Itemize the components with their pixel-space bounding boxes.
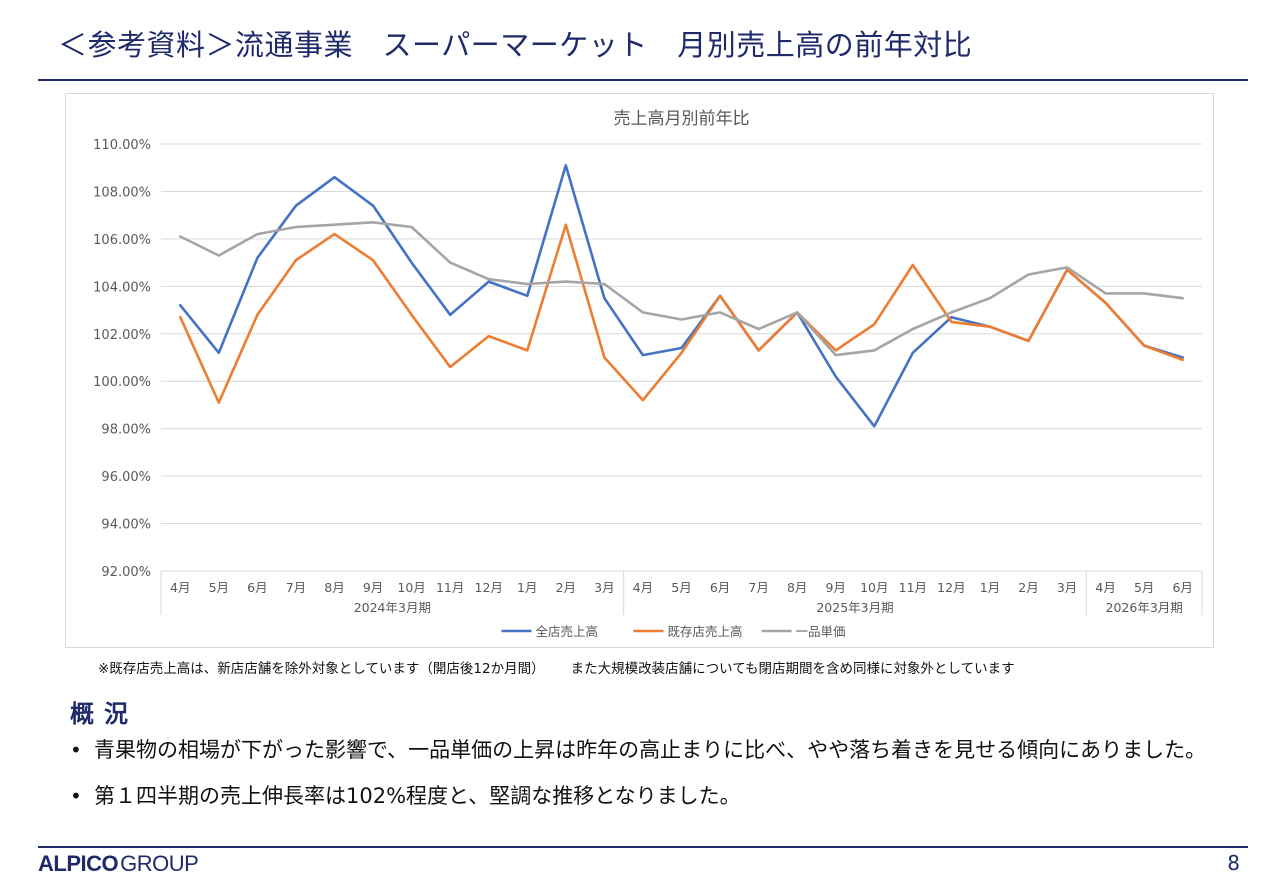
x-tick-label: 8月: [324, 580, 344, 595]
x-tick-label: 11月: [899, 580, 927, 595]
group-label: 2024年3月期: [354, 600, 431, 615]
title-divider: [38, 79, 1248, 81]
line-chart: 売上高月別前年比 110.00% 108.00% 106.00% 104.00% 102.…: [93, 109, 1203, 639]
series-line: [179, 221, 1184, 357]
group-label: 2025年3月期: [816, 600, 893, 615]
x-tick-label: 6月: [1172, 580, 1192, 595]
footnote-text: また大規模改装店舗についても閉店期間を含め同様に対象外としています: [570, 661, 1015, 677]
x-tick-label: 11月: [436, 580, 464, 595]
legend-label: 既存店売上高: [668, 624, 743, 639]
series-line: [179, 164, 1184, 428]
footer-divider: [38, 846, 1248, 848]
company-logo: ALPICOGROUP: [38, 851, 199, 877]
y-tick-label: 92.00%: [101, 565, 151, 580]
series-line: [179, 223, 1184, 404]
chart-container: 売上高月別前年比 110.00% 108.00% 106.00% 104.00% 102.…: [65, 93, 1214, 648]
x-tick-label: 5月: [1134, 580, 1154, 595]
y-tick-label: 96.00%: [101, 470, 151, 485]
x-tick-label: 9月: [825, 580, 845, 595]
list-item: 青果物の相場が下がった影響で、一品単価の上昇は昨年の高止まりに比べ、やや落ち着き…: [70, 735, 1210, 765]
x-tick-label: 10月: [860, 580, 888, 595]
x-tick-label: 4月: [633, 580, 653, 595]
legend-label: 全店売上高: [536, 624, 599, 639]
x-tick-label: 7月: [286, 580, 306, 595]
list-item: 第１四半期の売上伸長率は102%程度と、堅調な推移となりました。: [70, 781, 1210, 811]
y-tick-label: 98.00%: [101, 423, 151, 438]
x-tick-label: 8月: [787, 580, 807, 595]
x-tick-label: 5月: [671, 580, 691, 595]
x-tick-label: 7月: [748, 580, 768, 595]
x-tick-label: 1月: [517, 580, 537, 595]
footnote: ※既存店売上高は、新店店舗を除外対象としています（開店後12か月間） また大規模改…: [98, 657, 1015, 677]
y-tick-label: 108.00%: [93, 185, 151, 200]
y-tick-label: 100.00%: [93, 375, 151, 390]
page-title: ＜参考資料＞流通事業 スーパーマーケット 月別売上高の前年対比: [58, 28, 973, 62]
group-label: 2026年3月期: [1106, 600, 1183, 615]
x-tick-label: 1月: [980, 580, 1000, 595]
x-tick-label: 3月: [594, 580, 614, 595]
x-tick-label: 9月: [363, 580, 383, 595]
section-heading: 概況: [70, 700, 138, 728]
x-tick-label: 2月: [556, 580, 576, 595]
y-tick-label: 106.00%: [93, 233, 151, 248]
legend-label: 一品単価: [796, 624, 846, 639]
x-tick-label: 12月: [475, 580, 503, 595]
summary-list: 青果物の相場が下がった影響で、一品単価の上昇は昨年の高止まりに比べ、やや落ち着き…: [70, 735, 1210, 827]
y-tick-label: 110.00%: [93, 138, 151, 153]
x-tick-label: 6月: [710, 580, 730, 595]
y-tick-label: 102.00%: [93, 328, 151, 343]
x-tick-label: 4月: [170, 580, 190, 595]
x-tick-label: 6月: [247, 580, 267, 595]
y-tick-label: 94.00%: [101, 518, 151, 533]
logo-text: ALPICO: [38, 851, 119, 876]
logo-text: GROUP: [120, 851, 199, 876]
x-tick-label: 4月: [1095, 580, 1115, 595]
page-number: 8: [1227, 851, 1240, 875]
chart-title: 売上高月別前年比: [614, 109, 750, 129]
x-tick-label: 2月: [1018, 580, 1038, 595]
x-tick-label: 12月: [937, 580, 965, 595]
footnote-text: ※既存店売上高は、新店店舗を除外対象としています（開店後12か月間）: [98, 661, 545, 677]
x-tick-label: 5月: [209, 580, 229, 595]
x-tick-label: 10月: [397, 580, 425, 595]
x-tick-label: 3月: [1057, 580, 1077, 595]
y-tick-label: 104.00%: [93, 280, 151, 295]
